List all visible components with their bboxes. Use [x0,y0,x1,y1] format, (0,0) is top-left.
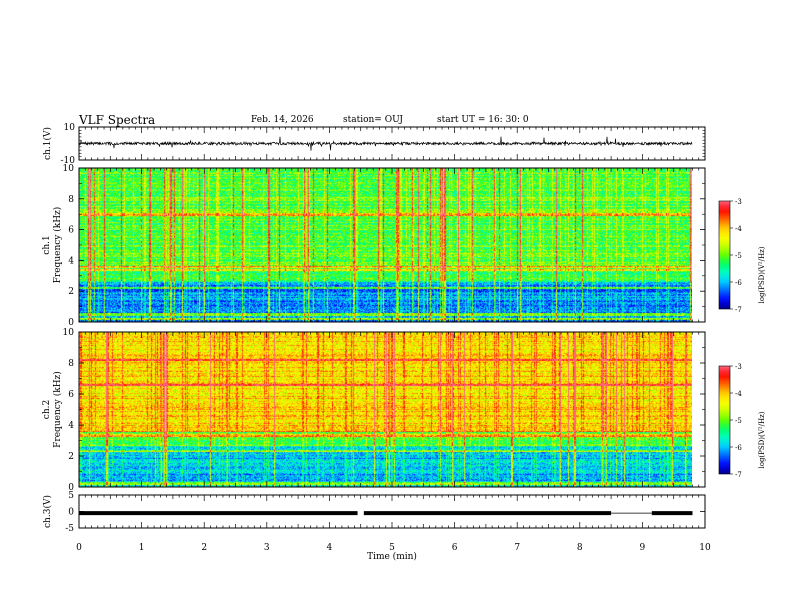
ch3-ytick-label: 5 [68,491,74,501]
ch1-spectrogram-ytick-label: 4 [68,256,74,266]
ch1-ylabel: ch.1(V) [42,127,53,160]
plot-title: VLF Spectra [79,113,156,127]
x-tick-label: 5 [389,543,395,553]
x-tick-label: 10 [699,543,711,553]
ch2-spectrogram-ylabel-frequency: Frequency (kHz) [52,371,63,448]
x-tick-label: 2 [201,543,207,553]
ch2-spectrogram-ytick-label: 10 [63,328,75,338]
ch1-spectrogram-ylabel-frequency: Frequency (kHz) [52,207,63,284]
ch1-waveform-trace [78,136,693,151]
ch2-spectrogram-ylabel-channel: ch.2 [42,400,52,419]
ch1-spectrogram-ytick-label: 6 [68,226,74,236]
ch2-spectrogram-colorbar-tick-label: -4 [735,390,742,398]
ch2-spectrogram-colorbar [718,365,731,475]
ch1-spectrogram-colorbar [718,200,731,310]
x-tick-label: 7 [514,543,520,553]
x-tick-label: 4 [327,543,333,553]
ch2-spectrogram-colorbar-tick-label: -5 [735,417,742,425]
ch1-ytick-label: -10 [61,156,76,166]
ch2-spectrogram-ytick-label: 0 [68,483,74,493]
x-axis-label: Time (min) [367,551,417,562]
ch3-ytick-label: -5 [65,524,74,534]
ch1-spectrogram-ylabel-channel: ch.1 [42,235,52,254]
ch1-spectrogram-image [79,168,692,322]
ch1-spectrogram-colorbar-tick-label: -5 [735,252,742,260]
x-tick-label: 6 [452,543,458,553]
ch2-spectrogram-colorbar-label: log(PSD)(V²/Hz) [758,411,766,468]
start-time-label: start UT = 16: 30: 0 [437,115,529,125]
x-tick-label: 8 [577,543,583,553]
ch1-spectrogram-colorbar-label: log(PSD)(V²/Hz) [758,246,766,303]
station-label: station= OUJ [343,115,404,125]
ch1-spectrogram-ytick-label: 10 [63,164,75,174]
x-tick-label: 1 [139,543,145,553]
ch3-ylabel: ch.3(V) [42,495,53,528]
date-label: Feb. 14, 2026 [251,115,314,125]
x-tick-label: 0 [76,543,82,553]
ch2-spectrogram-colorbar-tick-label: -6 [735,444,742,452]
ch1-ytick-label: 10 [64,123,76,133]
x-tick-label: 9 [640,543,646,553]
ch2-spectrogram-ytick-label: 2 [68,452,74,462]
ch2-spectrogram-colorbar-tick-label: -7 [735,471,742,479]
ch1-spectrogram-colorbar-tick-label: -4 [735,225,742,233]
ch2-spectrogram-colorbar-tick-label: -3 [735,363,742,371]
ch1-spectrogram-colorbar-tick-label: -6 [735,279,742,287]
ch1-spectrogram-colorbar-tick-label: -3 [735,198,742,206]
ch1-spectrogram-colorbar-tick-label: -7 [735,306,742,314]
ch2-spectrogram-ytick-label: 6 [68,390,74,400]
ch2-spectrogram-ytick-label: 8 [68,359,74,369]
ch1-spectrogram-ytick-label: 0 [68,318,74,328]
ch1-spectrogram-ytick-label: 8 [68,195,74,205]
ch2-spectrogram-ytick-label: 4 [68,421,74,431]
ch1-spectrogram-ytick-label: 2 [68,287,74,297]
ch3-ytick-label: 0 [68,508,74,518]
ch2-spectrogram-image [79,332,692,487]
x-tick-label: 3 [264,543,270,553]
